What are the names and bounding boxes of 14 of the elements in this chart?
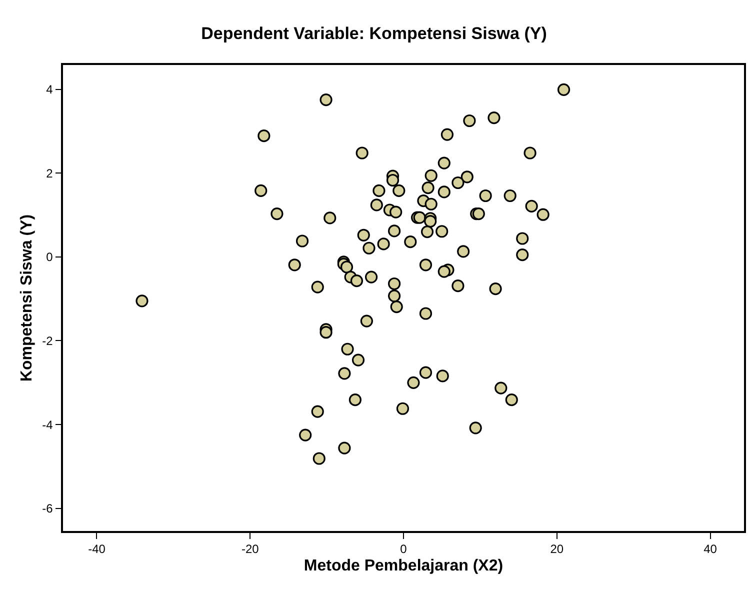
y-tick-label: 4 xyxy=(46,82,54,97)
x-tick-label: 0 xyxy=(400,542,408,556)
y-axis-title: Kompetensi Siswa (Y) xyxy=(18,214,36,382)
x-tick-label: -40 xyxy=(88,542,106,556)
y-tick-label: -2 xyxy=(42,334,54,348)
y-tick-label: -4 xyxy=(42,418,54,432)
y-tick-label: 0 xyxy=(46,250,54,264)
x-axis-title: Metode Pembelajaran (X2) xyxy=(304,557,504,574)
y-tick-label: 2 xyxy=(46,166,54,180)
x-tick-label: 20 xyxy=(550,542,564,556)
x-tick-label: -20 xyxy=(241,542,260,556)
chart-title: Dependent Variable: Kompetensi Siswa (Y) xyxy=(201,24,547,43)
x-tick-label: 40 xyxy=(704,542,718,556)
y-tick-label: -6 xyxy=(42,502,54,516)
